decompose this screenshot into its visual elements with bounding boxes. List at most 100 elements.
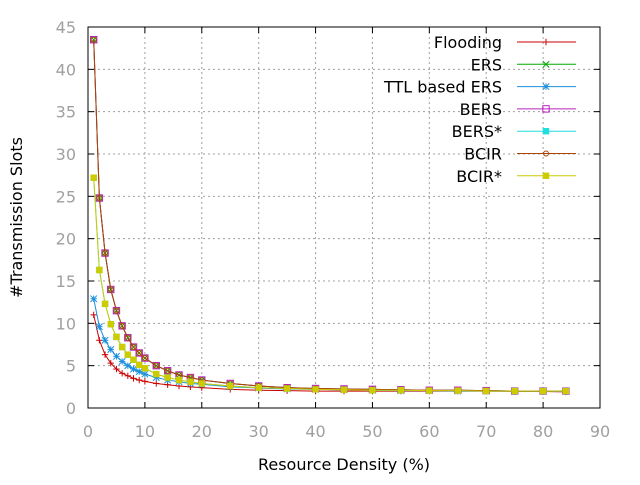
data-point <box>340 386 348 393</box>
data-point <box>454 387 461 394</box>
series-2 <box>90 295 570 396</box>
data-point <box>283 385 291 392</box>
data-point <box>135 349 143 357</box>
data-point <box>511 387 518 395</box>
data-point <box>112 352 120 360</box>
series-0 <box>90 311 570 396</box>
y-tick-label: 15 <box>56 272 76 291</box>
data-point <box>312 386 319 393</box>
data-point <box>130 356 137 363</box>
y-tick-label: 40 <box>56 60 76 79</box>
data-point <box>198 380 205 387</box>
data-point <box>107 320 114 328</box>
data-point <box>129 365 138 373</box>
data-point <box>118 370 126 377</box>
y-axis-title: #Transmission Slots <box>7 137 26 298</box>
plot-frame <box>87 26 601 409</box>
y-tick-label: 30 <box>56 145 76 164</box>
data-point <box>562 387 570 395</box>
legend-entry: BERS <box>460 100 576 119</box>
y-tick-label: 25 <box>56 187 76 206</box>
data-point <box>96 195 103 202</box>
legend-marker <box>542 105 550 113</box>
legend-label: Flooding <box>434 33 502 52</box>
data-point <box>187 378 194 385</box>
data-point <box>483 387 490 395</box>
x-tick-label: 30 <box>248 422 268 441</box>
data-point <box>118 322 126 330</box>
data-point <box>136 361 143 369</box>
data-point <box>141 355 148 362</box>
legend-entry: TTL based ERS <box>383 78 576 97</box>
y-tick-label: 45 <box>56 18 76 37</box>
data-point <box>124 334 131 341</box>
legend-marker <box>542 83 550 91</box>
data-point <box>101 300 109 308</box>
x-tick-label: 10 <box>135 422 155 441</box>
data-point <box>227 382 234 390</box>
data-point <box>163 367 172 375</box>
data-point <box>107 286 114 293</box>
data-point <box>124 334 132 342</box>
x-tick-label: 40 <box>305 422 325 441</box>
x-tick-label: 70 <box>476 422 496 441</box>
data-point <box>90 174 97 181</box>
data-point <box>153 380 160 387</box>
data-point <box>118 343 126 351</box>
data-point <box>118 357 126 365</box>
data-point <box>96 337 103 344</box>
data-point <box>153 362 160 369</box>
legend-entry: Flooding <box>434 33 576 52</box>
data-point <box>96 266 103 274</box>
data-point <box>113 333 120 341</box>
data-point <box>95 323 103 331</box>
legend-label: BERS <box>460 100 502 119</box>
legend: Flooding ERS TTL based ERS BERS BERS* BCIR BCI… <box>383 33 576 186</box>
data-point <box>113 365 120 373</box>
data-point <box>124 372 132 380</box>
x-tick-label: 50 <box>362 422 382 441</box>
data-point <box>153 370 160 378</box>
data-point <box>255 384 262 391</box>
data-point <box>90 311 97 319</box>
legend-marker <box>543 150 549 157</box>
data-point <box>130 375 137 382</box>
legend-label: BCIR* <box>456 167 502 186</box>
axis-ticks: 0 10 20 30 40 50 60 70 80 90 0 5 10 15 20 25 30 35 40 45 <box>56 18 611 441</box>
legend-marker <box>542 38 550 46</box>
data-point <box>152 361 160 370</box>
data-point <box>124 362 132 370</box>
data-point <box>90 295 98 303</box>
data-point <box>141 365 149 372</box>
data-point <box>369 387 376 394</box>
data-point <box>135 368 143 376</box>
series-line <box>93 177 566 392</box>
data-point <box>141 378 149 385</box>
data-point <box>539 387 547 395</box>
legend-marker <box>542 60 550 68</box>
legend-label: BERS* <box>452 122 502 141</box>
y-tick-label: 20 <box>56 230 76 249</box>
data-point <box>397 387 405 394</box>
data-point <box>90 36 97 43</box>
legend-marker <box>542 128 550 135</box>
legend-label: ERS <box>471 55 502 74</box>
legend-entry: BCIR* <box>456 167 576 186</box>
legend-entry: ERS <box>471 55 576 74</box>
data-point <box>101 336 109 344</box>
series-6 <box>90 174 570 395</box>
data-point <box>119 322 126 329</box>
data-point <box>107 346 115 354</box>
series-line <box>93 177 566 392</box>
data-point <box>102 250 109 257</box>
y-tick-label: 35 <box>56 103 76 122</box>
legend-label: TTL based ERS <box>383 78 502 97</box>
data-point <box>141 354 149 362</box>
x-axis-title: Resource Density (%) <box>258 455 430 474</box>
legend-marker <box>542 172 550 179</box>
series-4 <box>90 174 570 395</box>
x-tick-label: 0 <box>83 422 93 441</box>
data-point <box>90 36 98 44</box>
data-point <box>175 376 183 384</box>
